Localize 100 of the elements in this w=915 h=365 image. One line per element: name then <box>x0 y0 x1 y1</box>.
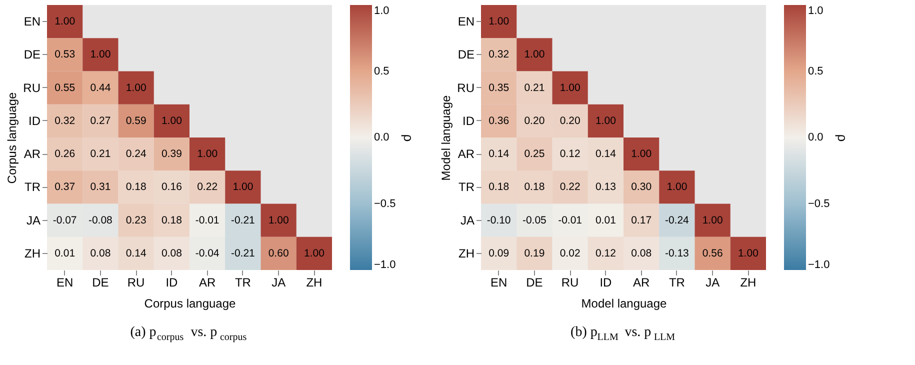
data-label: 0.23 <box>126 214 146 226</box>
data-label: 1.00 <box>304 247 325 260</box>
data-label: 1.00 <box>54 16 76 28</box>
color-bar-title: ρ <box>401 134 416 142</box>
data-label: -0.10 <box>486 214 511 226</box>
data-label: 0.12 <box>595 247 616 260</box>
data-label: 0.17 <box>631 214 652 226</box>
data-label: 1.00 <box>738 247 759 260</box>
data-label: 1.00 <box>197 148 218 160</box>
x-tick-label: EN <box>490 276 508 290</box>
y-tick-label: RU <box>23 80 40 95</box>
data-label: -0.24 <box>664 214 690 226</box>
x-tick-label: TR <box>668 276 686 290</box>
data-label: 0.30 <box>631 181 652 194</box>
data-label: 0.14 <box>595 148 616 160</box>
data-label: 0.56 <box>702 247 723 260</box>
data-label: 0.21 <box>90 148 111 160</box>
color-bar-title: ρ <box>835 134 850 142</box>
x-tick-label: TR <box>234 276 252 290</box>
data-label: 0.13 <box>595 181 616 194</box>
color-bar-label: 1.0 <box>808 5 824 17</box>
y-tick-label: ID <box>462 114 475 128</box>
data-label: 0.14 <box>126 247 146 260</box>
data-label: 0.12 <box>560 148 580 160</box>
data-label: 1.00 <box>702 214 723 226</box>
data-label: -0.01 <box>195 214 220 226</box>
color-bar-label: 0.0 <box>374 132 390 144</box>
data-label: 0.08 <box>90 247 111 260</box>
x-tick-label: DE <box>526 276 543 290</box>
data-label: 0.27 <box>90 114 111 127</box>
x-tick-label: EN <box>56 276 74 290</box>
data-label: 0.32 <box>488 48 510 61</box>
data-label: -0.05 <box>522 214 547 226</box>
data-label: 0.53 <box>54 48 76 61</box>
y-tick-label: TR <box>24 180 41 194</box>
color-bar-label: 1.0 <box>374 5 390 17</box>
color-bar-label: 0.5 <box>374 65 390 78</box>
data-label: 0.26 <box>54 148 76 160</box>
data-label: 0.59 <box>126 114 146 127</box>
data-label: 0.60 <box>268 247 289 260</box>
data-label: 0.35 <box>488 82 510 94</box>
data-label: -0.08 <box>88 214 113 226</box>
data-label: 0.08 <box>631 247 652 260</box>
x-axis-title: Model language <box>581 296 668 310</box>
data-label: 0.25 <box>524 148 545 160</box>
data-label: 0.20 <box>560 114 580 127</box>
x-tick-label: AR <box>198 276 216 290</box>
data-label: 0.09 <box>488 247 510 260</box>
color-bar-label: −0.5 <box>374 198 396 210</box>
x-tick-label: ZH <box>306 276 322 290</box>
x-tick-label: ZH <box>740 276 756 290</box>
data-label: 0.18 <box>161 214 182 226</box>
y-tick-label: JA <box>26 213 40 228</box>
data-label: -0.21 <box>230 214 256 226</box>
data-label: 0.39 <box>161 148 182 160</box>
data-label: 0.02 <box>560 247 580 260</box>
data-label: 1.00 <box>126 82 146 94</box>
y-tick-label: DE <box>458 48 474 62</box>
x-tick-label: AR <box>632 276 650 290</box>
color-bar-label: −0.5 <box>808 198 830 210</box>
data-label: 0.36 <box>488 114 510 127</box>
x-tick-label: ID <box>600 276 612 290</box>
data-label: 1.00 <box>631 148 652 160</box>
data-label: 0.18 <box>126 181 146 194</box>
color-bar-label: −1.0 <box>374 259 396 271</box>
color-bar-label: 0.0 <box>808 132 824 144</box>
y-tick-label: TR <box>458 180 475 194</box>
data-label: 0.18 <box>524 181 545 194</box>
data-label: 0.32 <box>54 114 76 127</box>
data-label: 0.01 <box>54 247 76 260</box>
x-tick-label: JA <box>706 276 720 290</box>
y-tick-label: EN <box>24 14 40 29</box>
data-label: 0.22 <box>197 181 218 194</box>
data-label: -0.07 <box>52 214 77 226</box>
y-tick-label: ZH <box>24 246 40 260</box>
x-tick-label: RU <box>127 276 145 290</box>
y-tick-label: JA <box>460 213 474 228</box>
y-tick-label: EN <box>458 14 474 29</box>
data-label: -0.13 <box>664 247 690 260</box>
x-axis-title: Corpus language <box>144 296 236 310</box>
data-label: 0.08 <box>161 247 182 260</box>
x-tick-label: RU <box>561 276 579 290</box>
data-label: 0.44 <box>90 82 111 94</box>
data-label: 0.24 <box>126 148 146 160</box>
data-label: 0.20 <box>524 114 545 127</box>
x-tick-label: DE <box>92 276 109 290</box>
data-label: 1.00 <box>90 48 111 61</box>
data-label: 1.00 <box>488 16 510 28</box>
x-tick-label: ID <box>166 276 178 290</box>
data-label: 0.55 <box>54 82 76 94</box>
data-label: 0.14 <box>488 148 510 160</box>
data-label: 1.00 <box>268 214 289 226</box>
x-tick-label: JA <box>272 276 286 290</box>
data-label: 0.21 <box>524 82 545 94</box>
data-label: 1.00 <box>161 114 182 127</box>
y-tick-label: ID <box>28 114 41 128</box>
data-label: 0.31 <box>90 181 111 194</box>
data-label: 0.19 <box>524 247 545 260</box>
y-tick-label: RU <box>457 80 474 95</box>
data-label: 1.00 <box>524 48 545 61</box>
